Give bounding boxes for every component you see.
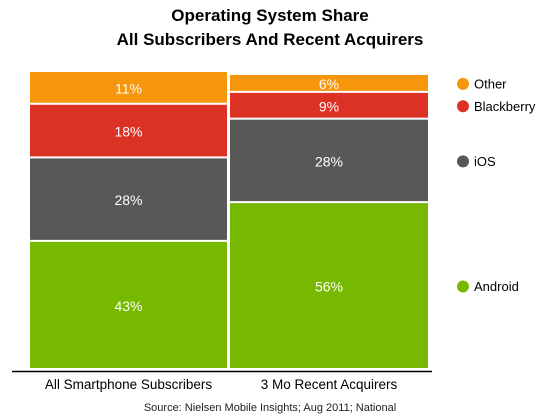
data-label: 28% <box>114 192 142 208</box>
bar-segment-ios <box>30 158 227 240</box>
legend-label-ios: iOS <box>474 154 496 169</box>
data-label: 6% <box>319 76 339 92</box>
chart-title: Operating System Share <box>171 6 369 25</box>
source-note: Source: Nielsen Mobile Insights; Aug 201… <box>143 402 397 414</box>
data-label: 9% <box>319 98 339 114</box>
bar-segment-other <box>30 72 227 103</box>
chart-subtitle: All Subscribers And Recent Acquirers <box>116 30 424 49</box>
legend-marker-android <box>457 280 469 293</box>
legend-marker-other <box>457 77 469 90</box>
data-label: 11% <box>115 80 142 96</box>
data-label: 18% <box>114 124 142 140</box>
legend-label-other: Other <box>474 76 507 91</box>
bar-segment-ios <box>230 119 428 202</box>
x-tick-label: All Smartphone Subscribers <box>45 377 213 392</box>
bar-segment-blackberry <box>230 92 428 118</box>
bar-segment-android <box>30 241 227 368</box>
legend-label-blackberry: Blackberry <box>474 99 536 114</box>
data-label: 28% <box>315 153 343 169</box>
legend-marker-blackberry <box>457 100 469 113</box>
legend-marker-ios <box>457 155 469 168</box>
data-label: 43% <box>114 298 142 314</box>
bar-segment-other <box>230 74 428 91</box>
x-tick-label: 3 Mo Recent Acquirers <box>261 377 398 392</box>
legend-label-android: Android <box>474 279 519 294</box>
bar-segment-android <box>230 203 428 368</box>
bar-segment-blackberry <box>30 104 227 157</box>
data-label: 56% <box>315 279 343 295</box>
